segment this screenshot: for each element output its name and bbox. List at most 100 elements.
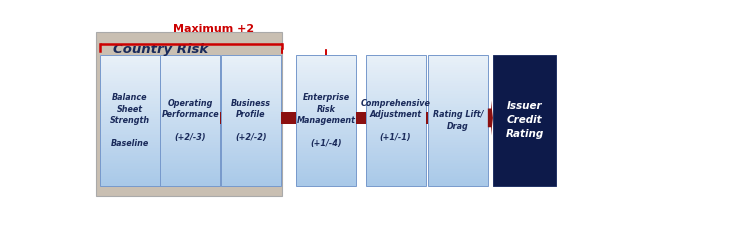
Bar: [428, 148, 488, 150]
Bar: [366, 121, 426, 122]
Bar: [428, 65, 488, 67]
Bar: [220, 143, 281, 145]
Bar: [296, 124, 356, 125]
Bar: [161, 156, 220, 158]
Bar: [366, 86, 426, 88]
Bar: [161, 181, 220, 182]
Bar: [366, 171, 426, 172]
Bar: [428, 101, 488, 102]
Bar: [161, 72, 220, 73]
Bar: [428, 160, 488, 161]
Bar: [366, 182, 426, 184]
Bar: [428, 106, 488, 107]
Bar: [161, 122, 220, 124]
Bar: [100, 122, 160, 124]
Bar: [161, 62, 220, 63]
Bar: [366, 93, 426, 94]
Bar: [220, 101, 281, 102]
Bar: [161, 65, 220, 67]
Bar: [296, 98, 356, 99]
Bar: [296, 77, 356, 78]
Bar: [366, 150, 426, 151]
Bar: [100, 81, 160, 83]
Bar: [161, 94, 220, 96]
Bar: [428, 151, 488, 153]
Bar: [296, 57, 356, 59]
Bar: [220, 63, 281, 65]
Bar: [428, 138, 488, 140]
Bar: [366, 101, 426, 102]
Bar: [100, 168, 160, 169]
Bar: [161, 102, 220, 104]
Bar: [220, 166, 281, 168]
Bar: [100, 181, 160, 182]
Bar: [428, 129, 488, 130]
Bar: [366, 151, 426, 153]
Bar: [161, 55, 220, 186]
Bar: [366, 140, 426, 142]
Bar: [100, 55, 160, 186]
Bar: [366, 181, 426, 182]
Bar: [220, 88, 281, 90]
Bar: [296, 181, 356, 182]
Bar: [366, 59, 426, 60]
Text: Comprehensive
Adjustment

(+1/-1): Comprehensive Adjustment (+1/-1): [361, 99, 431, 142]
Bar: [428, 172, 488, 174]
Bar: [296, 86, 356, 88]
Text: Rating Lift/
Drag: Rating Lift/ Drag: [433, 110, 483, 131]
Bar: [366, 137, 426, 138]
Bar: [428, 107, 488, 109]
Bar: [366, 142, 426, 143]
Bar: [161, 135, 220, 137]
Bar: [100, 130, 160, 132]
Bar: [296, 176, 356, 177]
Bar: [100, 107, 160, 109]
Bar: [220, 72, 281, 73]
Bar: [428, 75, 488, 77]
Bar: [366, 75, 426, 77]
Bar: [220, 158, 281, 160]
Bar: [428, 117, 488, 119]
Bar: [161, 104, 220, 106]
Bar: [366, 77, 426, 78]
Bar: [366, 109, 426, 111]
Bar: [100, 77, 160, 78]
Bar: [220, 135, 281, 137]
Bar: [428, 122, 488, 124]
Bar: [428, 158, 488, 160]
Bar: [428, 140, 488, 142]
Bar: [100, 99, 160, 101]
Bar: [161, 101, 220, 102]
Bar: [366, 132, 426, 133]
Bar: [428, 90, 488, 91]
Bar: [100, 83, 160, 85]
Bar: [428, 96, 488, 98]
Bar: [220, 119, 281, 121]
Bar: [296, 111, 356, 112]
Bar: [428, 104, 488, 106]
Bar: [100, 129, 160, 130]
Bar: [296, 60, 356, 62]
Bar: [100, 127, 160, 129]
Bar: [220, 179, 281, 181]
Bar: [100, 116, 160, 117]
Bar: [220, 151, 281, 153]
Bar: [100, 112, 160, 114]
Bar: [100, 124, 160, 125]
Bar: [428, 130, 488, 132]
Bar: [428, 171, 488, 172]
Bar: [296, 171, 356, 172]
Bar: [161, 153, 220, 155]
Bar: [220, 174, 281, 176]
Bar: [296, 99, 356, 101]
Bar: [161, 138, 220, 140]
Bar: [161, 80, 220, 81]
Bar: [161, 172, 220, 174]
Bar: [296, 72, 356, 73]
Bar: [220, 153, 281, 155]
Text: Maximum +2: Maximum +2: [173, 24, 254, 34]
Bar: [161, 124, 220, 125]
Bar: [161, 90, 220, 91]
Bar: [366, 169, 426, 171]
Bar: [428, 177, 488, 179]
